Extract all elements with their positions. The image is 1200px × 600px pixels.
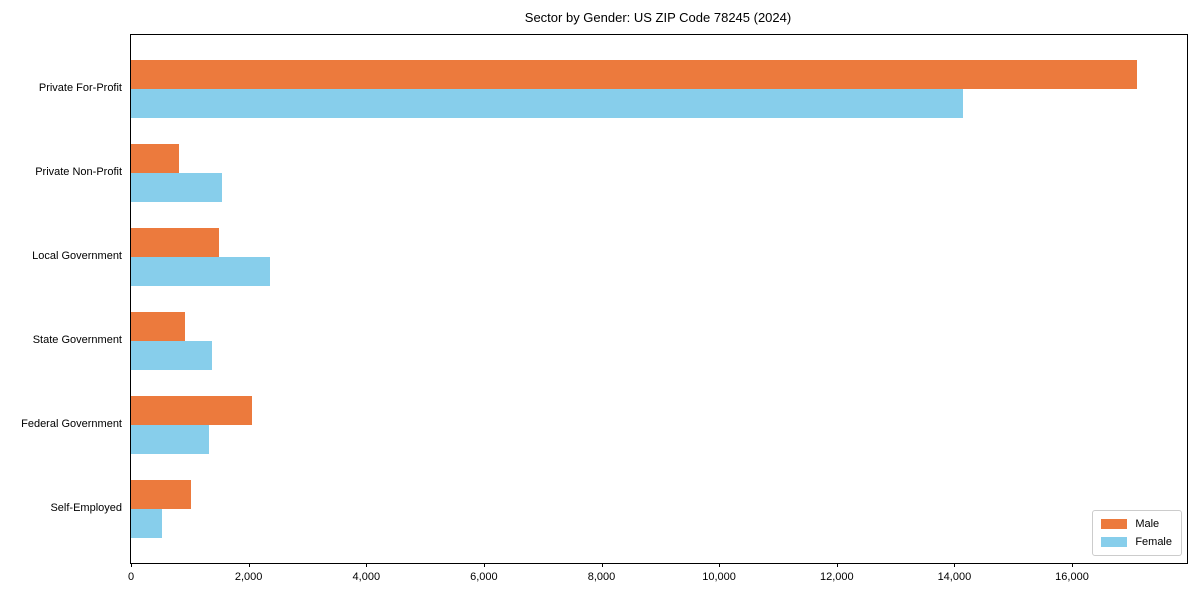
- legend-item: Male: [1101, 518, 1172, 530]
- bar-female: [131, 424, 210, 454]
- bar-female: [131, 340, 212, 370]
- legend-label: Male: [1135, 518, 1160, 530]
- legend-swatch-male: [1101, 519, 1128, 529]
- xtick-mark: [1072, 563, 1073, 567]
- bar-female: [131, 256, 271, 286]
- xtick-mark: [248, 563, 250, 567]
- chart-title: Sector by Gender: US ZIP Code 78245 (202…: [524, 10, 792, 25]
- bar-female: [131, 172, 223, 202]
- ytick-label: Private For-Profit: [38, 81, 122, 94]
- bar-male: [131, 59, 1137, 89]
- bar-female: [131, 88, 963, 118]
- legend-label: Female: [1135, 536, 1172, 548]
- legend-item: Female: [1101, 536, 1172, 548]
- xtick-mark: [954, 563, 956, 567]
- bar-male: [131, 479, 191, 509]
- xtick-label: 2,000: [234, 571, 263, 583]
- xtick-label: 4,000: [352, 571, 381, 583]
- xtick-label: 0: [127, 571, 135, 583]
- xtick-mark: [483, 563, 485, 567]
- ytick-label: State Government: [32, 333, 122, 346]
- bar-male: [131, 143, 179, 173]
- xtick-mark: [601, 563, 603, 567]
- plot-area: Male Female 0 2,000 4,000 6,000 8,000 10,000 12…: [128, 34, 1188, 583]
- xtick-label: 14,000: [937, 571, 972, 583]
- xtick-mark: [131, 563, 132, 567]
- ytick-label: Local Government: [32, 249, 122, 262]
- bar-female: [131, 508, 162, 538]
- bar-male: [131, 311, 186, 341]
- ytick-label: Self-Employed: [50, 501, 122, 514]
- legend: Male Female: [1092, 510, 1182, 556]
- bar-male: [131, 227, 220, 257]
- ytick-label: Federal Government: [21, 417, 122, 430]
- xtick-label: 8,000: [587, 571, 616, 583]
- xtick-label: 10,000: [702, 571, 736, 583]
- legend-swatch-female: [1101, 537, 1128, 547]
- xtick-label: 12,000: [819, 571, 854, 583]
- xtick-mark: [836, 563, 838, 567]
- xtick-mark: [719, 563, 721, 567]
- ytick-label: Private Non-Profit: [35, 165, 122, 178]
- xtick-mark: [366, 563, 368, 567]
- xtick-label: 16,000: [1055, 571, 1089, 583]
- bar-male: [131, 395, 252, 425]
- xtick-label: 6,000: [470, 571, 498, 583]
